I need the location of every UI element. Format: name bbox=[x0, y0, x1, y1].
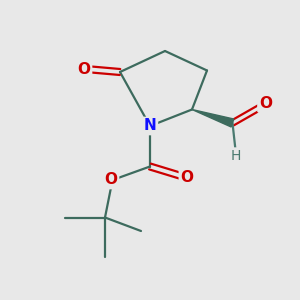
Text: O: O bbox=[259, 96, 272, 111]
Polygon shape bbox=[192, 110, 234, 127]
Text: H: H bbox=[230, 149, 241, 163]
Text: N: N bbox=[144, 118, 156, 134]
Text: O: O bbox=[180, 169, 194, 184]
Text: O: O bbox=[77, 61, 91, 76]
Text: O: O bbox=[104, 172, 118, 188]
